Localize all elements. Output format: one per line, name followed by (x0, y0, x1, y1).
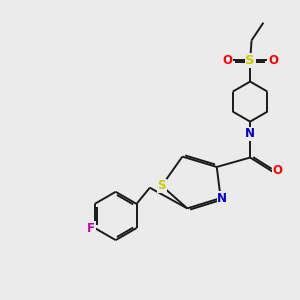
Text: S: S (158, 179, 166, 192)
Text: F: F (87, 221, 95, 235)
Text: N: N (217, 192, 227, 205)
Text: O: O (222, 54, 232, 67)
Text: O: O (272, 164, 282, 177)
Text: N: N (245, 128, 255, 140)
Text: O: O (268, 54, 278, 67)
Text: S: S (245, 54, 255, 67)
